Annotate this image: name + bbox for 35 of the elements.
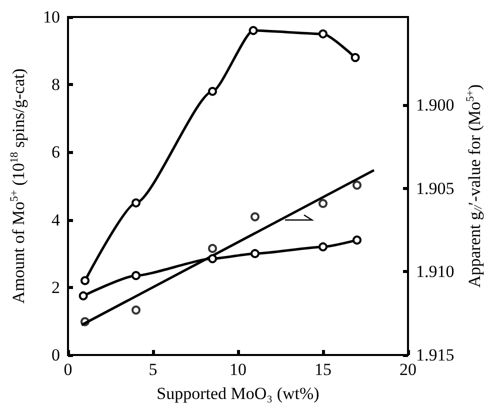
point	[318, 29, 328, 38]
point	[208, 244, 217, 253]
y-tick-label: 8	[52, 75, 60, 94]
point	[248, 26, 258, 36]
y2-tick-label: 1.905	[416, 178, 454, 198]
y2-tick-label: 1.900	[416, 96, 454, 115]
point	[78, 291, 88, 300]
y-axis-title: Amount of Mo5+ (1018 spins/g-cat)	[8, 68, 28, 304]
point	[318, 198, 328, 208]
y-tick-label: 2	[52, 278, 60, 297]
point	[80, 276, 90, 286]
y-tick-label: 4	[52, 210, 60, 230]
x-tick-label: 0	[64, 360, 72, 379]
x-tick-label: 20	[400, 360, 416, 379]
point	[318, 242, 328, 252]
y2-axis-title: Apparent g//′-value for (Mo5+)	[464, 84, 485, 288]
y-tick-label: 10	[43, 8, 60, 26]
point	[250, 249, 260, 258]
y-tick-label: 0	[52, 346, 60, 364]
x-tick-label: 10	[230, 360, 246, 379]
point	[132, 198, 140, 208]
point	[350, 53, 360, 62]
x-axis-title: Supported MoO₃ (wt%)	[156, 384, 320, 403]
point	[132, 306, 140, 315]
point	[208, 254, 217, 264]
y-tick-label: 6	[52, 142, 60, 162]
point	[352, 180, 362, 190]
point	[250, 212, 260, 222]
point	[208, 86, 217, 96]
y2-tick-label: 1.915	[416, 346, 454, 364]
x-tick-label: 15	[314, 360, 332, 379]
y2-tick-label: 1.910	[416, 262, 454, 282]
point	[352, 236, 362, 245]
x-tick-label: 5	[148, 360, 158, 379]
point	[132, 271, 140, 280]
